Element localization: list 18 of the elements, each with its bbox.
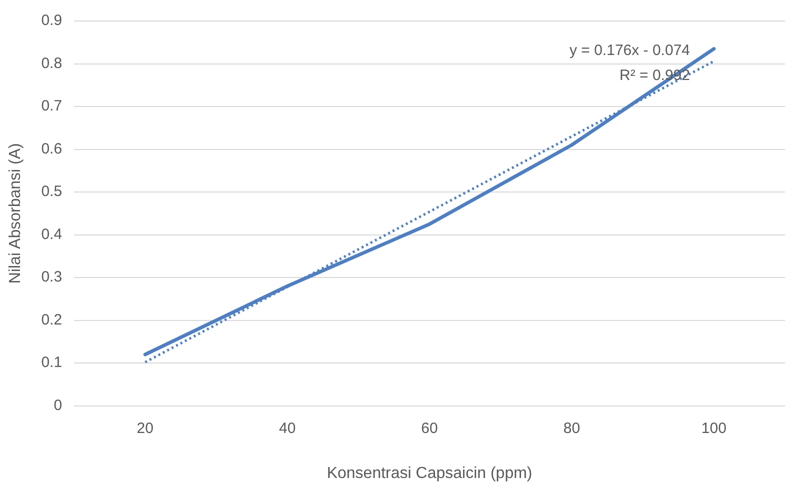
y-tick-label: 0.2 — [41, 311, 62, 328]
y-tick-label: 0.7 — [41, 98, 62, 115]
y-tick-label: 0.6 — [41, 140, 62, 158]
y-tick-label: 0.8 — [41, 54, 62, 72]
x-tick-label: 80 — [563, 420, 580, 437]
y-tick-label: 0.9 — [41, 12, 62, 30]
y-tick-label: 0 — [54, 396, 62, 414]
x-tick-label: 60 — [421, 420, 438, 437]
y-tick-label: 0.4 — [41, 226, 62, 243]
x-tick-label: 100 — [701, 420, 726, 437]
y-axis-title: Nilai Absorbansi (A) — [7, 143, 24, 284]
x-tick-label: 40 — [278, 420, 296, 437]
x-tick-label: 20 — [136, 420, 154, 437]
annotation: y = 0.176x - 0.074 — [570, 42, 690, 60]
y-tick-label: 0.1 — [41, 354, 62, 372]
y-tick-label: 0.3 — [41, 268, 62, 286]
y-tick-label: 0.5 — [41, 183, 62, 200]
x-axis-title: Konsentrasi Capsaicin (ppm) — [326, 464, 532, 482]
